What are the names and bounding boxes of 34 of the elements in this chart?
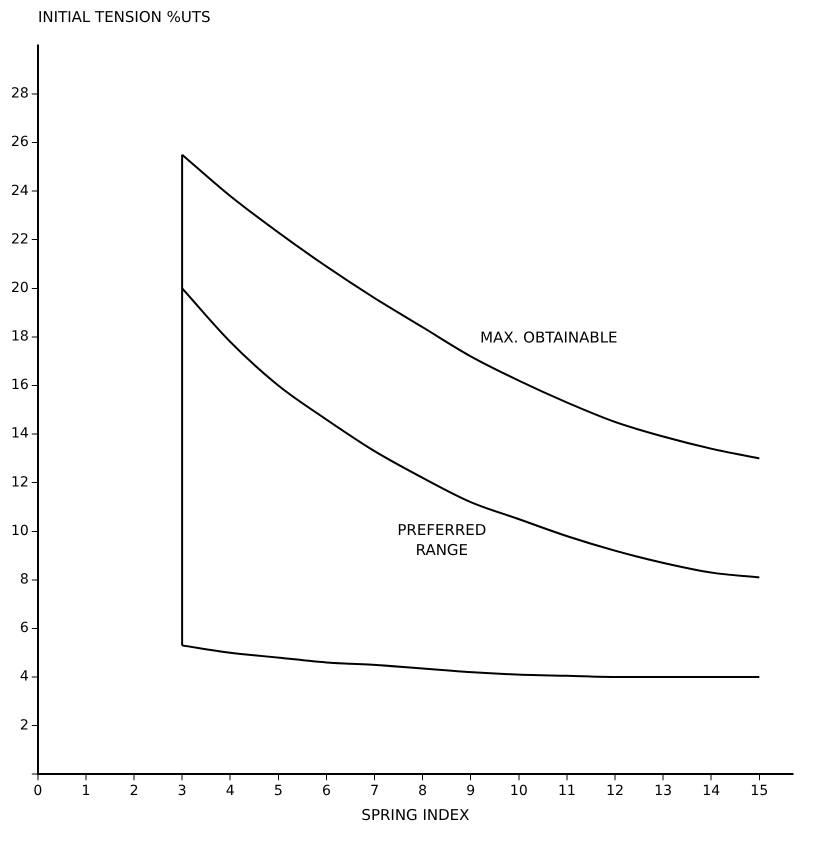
y-tick-label: 28 [10,86,29,102]
y-tick-label: 12 [10,474,29,490]
y-tick-label: 2 [20,717,29,734]
x-tick-label: 8 [418,783,428,800]
y-tick-label: 4 [20,668,29,685]
y-tick-label: 10 [10,522,29,539]
y-tick-label: 14 [10,426,29,442]
series-label: MAX. OBTAINABLE [480,328,618,347]
x-tick-label: 12 [606,783,624,800]
y-tick-label: 18 [10,328,29,345]
annotation: PREFERRED RANGE [397,520,486,559]
y-tick-label: 22 [10,231,29,248]
x-tick-label: 9 [466,783,476,800]
x-tick-label: 5 [274,783,283,800]
x-tick-label: 10 [510,783,528,800]
x-tick-label: 6 [322,783,331,800]
y-tick-label: 8 [20,571,29,588]
y-tick-label: 20 [10,280,29,296]
x-tick-label: 2 [130,783,138,800]
x-tick-label: 3 [178,783,187,800]
x-tick-label: 1 [81,783,90,800]
y-tick-label: 6 [20,620,29,636]
x-tick-label: 15 [750,783,768,800]
x-tick-label: 0 [33,783,42,800]
x-tick-label: 14 [702,783,720,800]
x-tick-label: 7 [370,783,379,800]
x-tick-label: 13 [654,783,672,800]
x-tick-label: 11 [558,783,576,800]
x-axis-title: SPRING INDEX [361,806,470,824]
x-tick-label: 4 [226,783,235,800]
y-tick-label: 26 [10,134,29,150]
y-axis-title: INITIAL TENSION %UTS [37,8,212,28]
y-tick-label: 24 [10,182,29,199]
y-tick-label: 16 [10,377,29,394]
